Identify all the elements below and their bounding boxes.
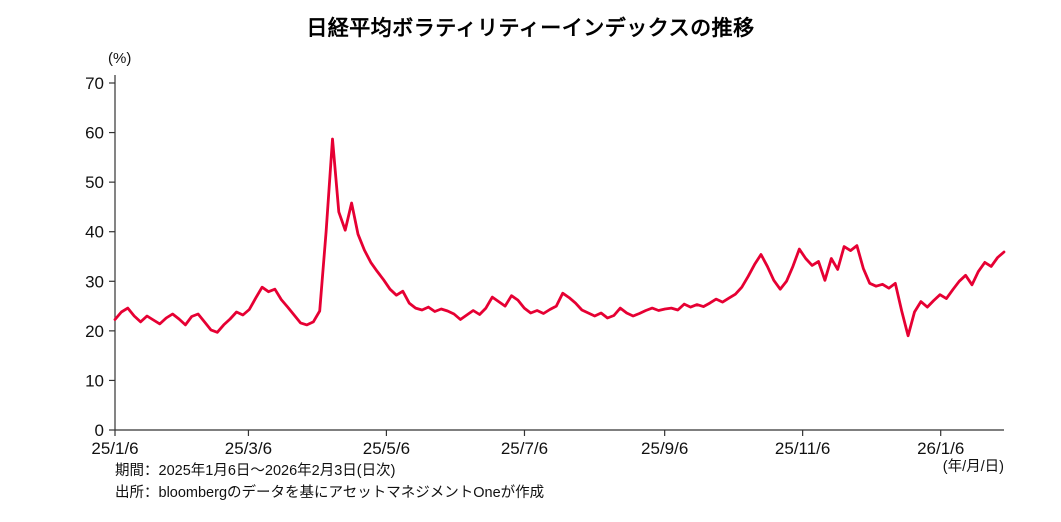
y-axis-tick-label: 20 <box>85 322 104 341</box>
y-axis-tick-label: 30 <box>85 272 104 291</box>
y-axis-tick-label: 10 <box>85 371 104 390</box>
nikkei-vi-line <box>113 137 1006 338</box>
x-axis-tick-label: 25/5/6 <box>363 439 410 458</box>
y-axis-tick-label: 40 <box>85 223 104 242</box>
x-axis-tick-label: 25/9/6 <box>641 439 688 458</box>
y-axis-tick-label: 60 <box>85 124 104 143</box>
x-axis-tick-label: 26/1/6 <box>917 439 964 458</box>
source-note: 出所：bloombergのデータを基にアセットマネジメントOneが作成 <box>115 485 545 501</box>
x-axis-tick-label: 25/1/6 <box>91 439 138 458</box>
period-note: 期間：2025年1月6日～2026年2月3日(日次) <box>115 463 396 479</box>
y-axis-tick-label: 50 <box>85 173 104 192</box>
chart-title: 日経平均ボラティリティーインデックスの推移 <box>306 17 755 40</box>
y-axis-tick-label: 70 <box>85 74 104 93</box>
x-axis-unit-label: (年/月/日) <box>942 459 1004 475</box>
x-axis-tick-label: 25/7/6 <box>501 439 548 458</box>
y-axis-unit-label: (%) <box>108 50 132 67</box>
x-axis-tick-label: 25/11/6 <box>775 439 830 458</box>
x-axis-tick-label: 25/3/6 <box>225 439 272 458</box>
axes <box>114 75 1004 431</box>
y-axis-tick-label: 0 <box>95 421 104 440</box>
